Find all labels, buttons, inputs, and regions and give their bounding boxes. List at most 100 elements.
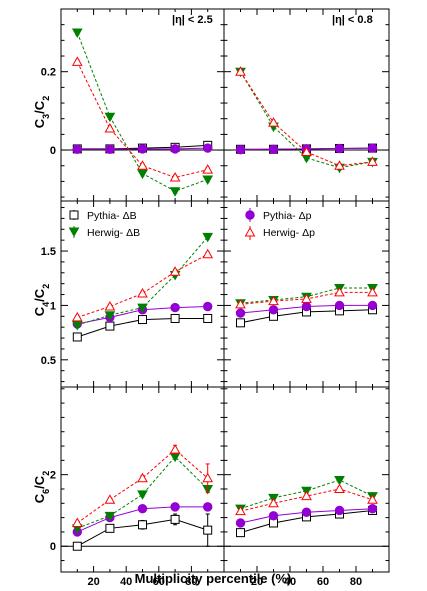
data-point-pythia-B: [203, 525, 213, 535]
data-point-herwig-B: [71, 28, 83, 39]
svg-text:C3/C2: C3/C2: [32, 96, 51, 128]
series-line-herwig-p: [77, 253, 208, 318]
panel-3-2: 20 40 60 80: [223, 386, 390, 588]
data-point-pythia-p: [367, 143, 378, 153]
y-label-den: 2: [41, 96, 51, 101]
data-point-herwig-B: [71, 321, 83, 331]
data-point-pythia-B: [138, 520, 147, 530]
data-point-herwig-p: [235, 298, 246, 309]
data-point-herwig-p: [169, 171, 181, 182]
data-point-herwig-p: [202, 248, 214, 259]
data-point-pythia-B: [236, 318, 245, 328]
data-point-pythia-p: [170, 302, 180, 313]
svg-text:C4/C2: C4/C2: [32, 284, 51, 316]
data-point-pythia-B: [170, 514, 180, 524]
data-point-pythia-p: [170, 144, 180, 154]
data-point-herwig-p: [334, 160, 345, 170]
data-point-herwig-p: [268, 497, 279, 508]
y-label-den: 2: [41, 471, 51, 476]
data-point-pythia-p: [301, 507, 312, 517]
data-point-pythia-B: [72, 332, 82, 342]
y-label-slash: /: [32, 298, 47, 302]
x-tick-label: 20: [251, 576, 263, 588]
legend-label-pythia-p: Pythia- Δp: [263, 210, 312, 222]
data-point-herwig-B: [137, 169, 148, 180]
data-point-pythia-p: [367, 503, 378, 514]
data-point-herwig-p: [301, 293, 312, 303]
panel-2-2: [223, 200, 390, 388]
y-tick-label: 0: [50, 541, 56, 553]
data-point-herwig-p: [169, 266, 181, 276]
data-point-herwig-p: [202, 164, 214, 174]
data-point-herwig-p: [202, 472, 214, 483]
y-axis-label-row-2: C4/C2: [32, 284, 51, 316]
data-point-herwig-p: [301, 146, 312, 157]
y-tick-label: 0: [50, 145, 56, 157]
data-point-herwig-B: [104, 511, 116, 522]
y-tick-label: 0.2: [41, 67, 56, 79]
y-tick-label: 2: [50, 470, 56, 482]
data-point-pythia-p: [268, 305, 279, 315]
legend-marker-pythia-p: [245, 208, 255, 222]
y-label-main: C: [32, 493, 47, 503]
data-point-pythia-p: [268, 511, 279, 521]
x-axis-label: Multiplicity percentile (%): [135, 571, 292, 586]
y-axis-label-row-3: C6/C2: [32, 471, 51, 503]
data-point-pythia-B: [170, 313, 180, 323]
y-tick-label: 1.5: [41, 246, 56, 258]
legend-marker-herwig-B: [68, 226, 80, 238]
data-point-herwig-B: [137, 303, 148, 314]
data-point-herwig-p: [367, 494, 378, 504]
data-point-herwig-p: [71, 56, 83, 66]
y-label-main-2: C: [32, 475, 47, 485]
data-point-herwig-p: [235, 505, 246, 516]
data-point-herwig-B: [169, 187, 181, 197]
data-point-herwig-p: [104, 300, 116, 311]
data-point-pythia-p: [235, 144, 246, 155]
data-point-herwig-p: [104, 122, 116, 133]
legend-label-herwig-B: Herwig- ΔB: [87, 227, 140, 239]
panel-1-2: [223, 8, 390, 202]
data-point-pythia-p: [334, 300, 345, 311]
data-point-pythia-p: [137, 503, 148, 514]
y-tick-label: 1: [50, 300, 56, 312]
x-tick-label: 20: [87, 576, 99, 588]
data-point-herwig-p: [334, 483, 345, 493]
data-point-pythia-p: [203, 143, 213, 153]
data-point-herwig-B: [334, 476, 345, 486]
panel-2-1: 0.5 1 1.5: [41, 200, 225, 388]
data-point-pythia-p: [72, 144, 83, 154]
y-label-slash: /: [32, 485, 47, 489]
data-point-pythia-p: [203, 301, 213, 312]
data-point-pythia-B: [72, 541, 82, 551]
data-point-pythia-B: [105, 321, 115, 331]
series-line-herwig-B: [240, 71, 373, 169]
panel-frame: [223, 386, 390, 573]
eta-label-left: |η| < 2.5: [172, 14, 213, 26]
y-label-num: 6: [41, 489, 51, 494]
data-point-pythia-B: [203, 313, 213, 323]
y-label-main: C: [32, 118, 47, 128]
data-point-pythia-p: [235, 518, 246, 528]
data-point-pythia-p: [367, 300, 378, 311]
data-point-pythia-p: [268, 144, 279, 154]
eta-label-right: |η| < 0.8: [332, 14, 373, 26]
series-line-herwig-p: [76, 61, 208, 179]
y-label-den: 2: [41, 284, 51, 289]
data-point-herwig-B: [137, 490, 148, 500]
data-point-pythia-p: [203, 502, 213, 512]
x-tick-label: 40: [284, 576, 296, 588]
data-point-herwig-B: [202, 232, 214, 243]
data-point-herwig-p: [235, 66, 246, 76]
data-point-herwig-B: [202, 175, 214, 185]
y-label-slash: /: [32, 110, 47, 114]
data-point-herwig-p: [367, 156, 378, 166]
x-tick-label: 60: [317, 576, 329, 588]
data-point-herwig-p: [71, 311, 83, 322]
data-point-pythia-p: [137, 144, 148, 154]
data-point-pythia-p: [334, 505, 345, 516]
legend-label-herwig-p: Herwig- Δp: [263, 227, 315, 239]
data-point-herwig-p: [268, 117, 279, 127]
